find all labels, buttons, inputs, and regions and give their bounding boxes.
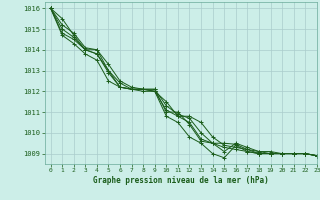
X-axis label: Graphe pression niveau de la mer (hPa): Graphe pression niveau de la mer (hPa): [93, 176, 269, 185]
